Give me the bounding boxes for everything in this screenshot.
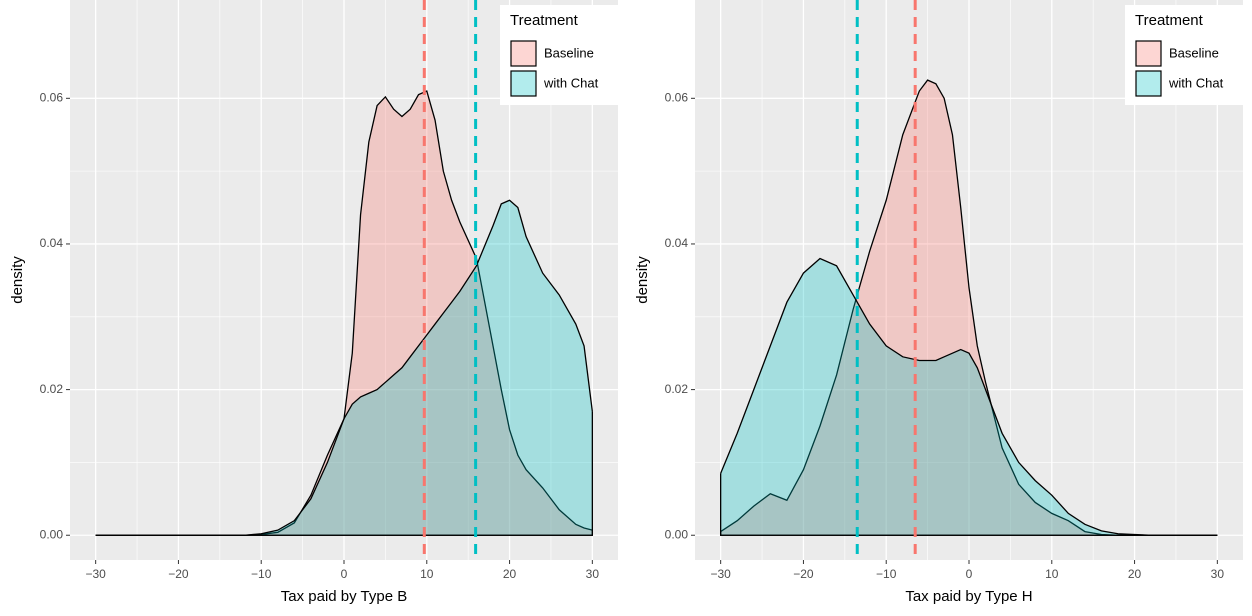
legend-key [1135, 40, 1162, 67]
density-line [720, 79, 1218, 536]
x-tick-label: −20 [793, 567, 814, 581]
legend-label: Baseline [544, 45, 594, 60]
legend-key-bg [1135, 70, 1162, 97]
density-outline [95, 411, 593, 536]
legend-key-bg [1135, 40, 1162, 67]
density-outline [720, 473, 1218, 536]
x-tick-label: 0 [966, 567, 973, 581]
density-line [720, 257, 1218, 536]
legend-label: with Chat [1168, 75, 1224, 90]
x-tick-label: 20 [1128, 567, 1142, 581]
x-tick-label: −20 [168, 567, 189, 581]
y-axis-title: density [634, 256, 651, 304]
y-tick-label: 0.00 [40, 527, 64, 541]
x-tick-label: 0 [341, 567, 348, 581]
density-line [95, 199, 593, 536]
x-tick-label: −10 [251, 567, 272, 581]
y-tick-label: 0.02 [40, 382, 64, 396]
density-area [95, 91, 593, 536]
legend-key [1135, 70, 1162, 97]
y-axis-title: density [9, 256, 26, 304]
legend-title: Treatment [510, 12, 579, 29]
y-tick-label: 0.04 [40, 236, 64, 250]
density-area [720, 258, 1218, 536]
x-axis-title: Tax paid by Type H [905, 588, 1032, 605]
legend-key [510, 70, 537, 97]
density-area [95, 200, 593, 536]
x-tick-label: 10 [1045, 567, 1059, 581]
y-tick-label: 0.04 [665, 236, 689, 250]
legend-key [510, 40, 537, 67]
legend-key-bg [510, 70, 537, 97]
legend-title: Treatment [1135, 12, 1204, 29]
x-tick-label: 30 [1211, 567, 1225, 581]
x-tick-label: −10 [876, 567, 897, 581]
x-tick-label: 20 [503, 567, 517, 581]
y-tick-label: 0.06 [40, 90, 64, 104]
x-tick-label: 10 [420, 567, 434, 581]
x-tick-label: −30 [85, 567, 106, 581]
x-axis-title: Tax paid by Type B [281, 588, 407, 605]
density-area [720, 80, 1218, 536]
y-tick-label: 0.00 [665, 527, 689, 541]
legend-label: with Chat [543, 75, 599, 90]
legend-key-bg [510, 40, 537, 67]
y-tick-label: 0.02 [665, 382, 689, 396]
x-tick-label: 30 [586, 567, 600, 581]
legend-label: Baseline [1169, 45, 1219, 60]
x-tick-label: −30 [710, 567, 731, 581]
y-tick-label: 0.06 [665, 90, 689, 104]
